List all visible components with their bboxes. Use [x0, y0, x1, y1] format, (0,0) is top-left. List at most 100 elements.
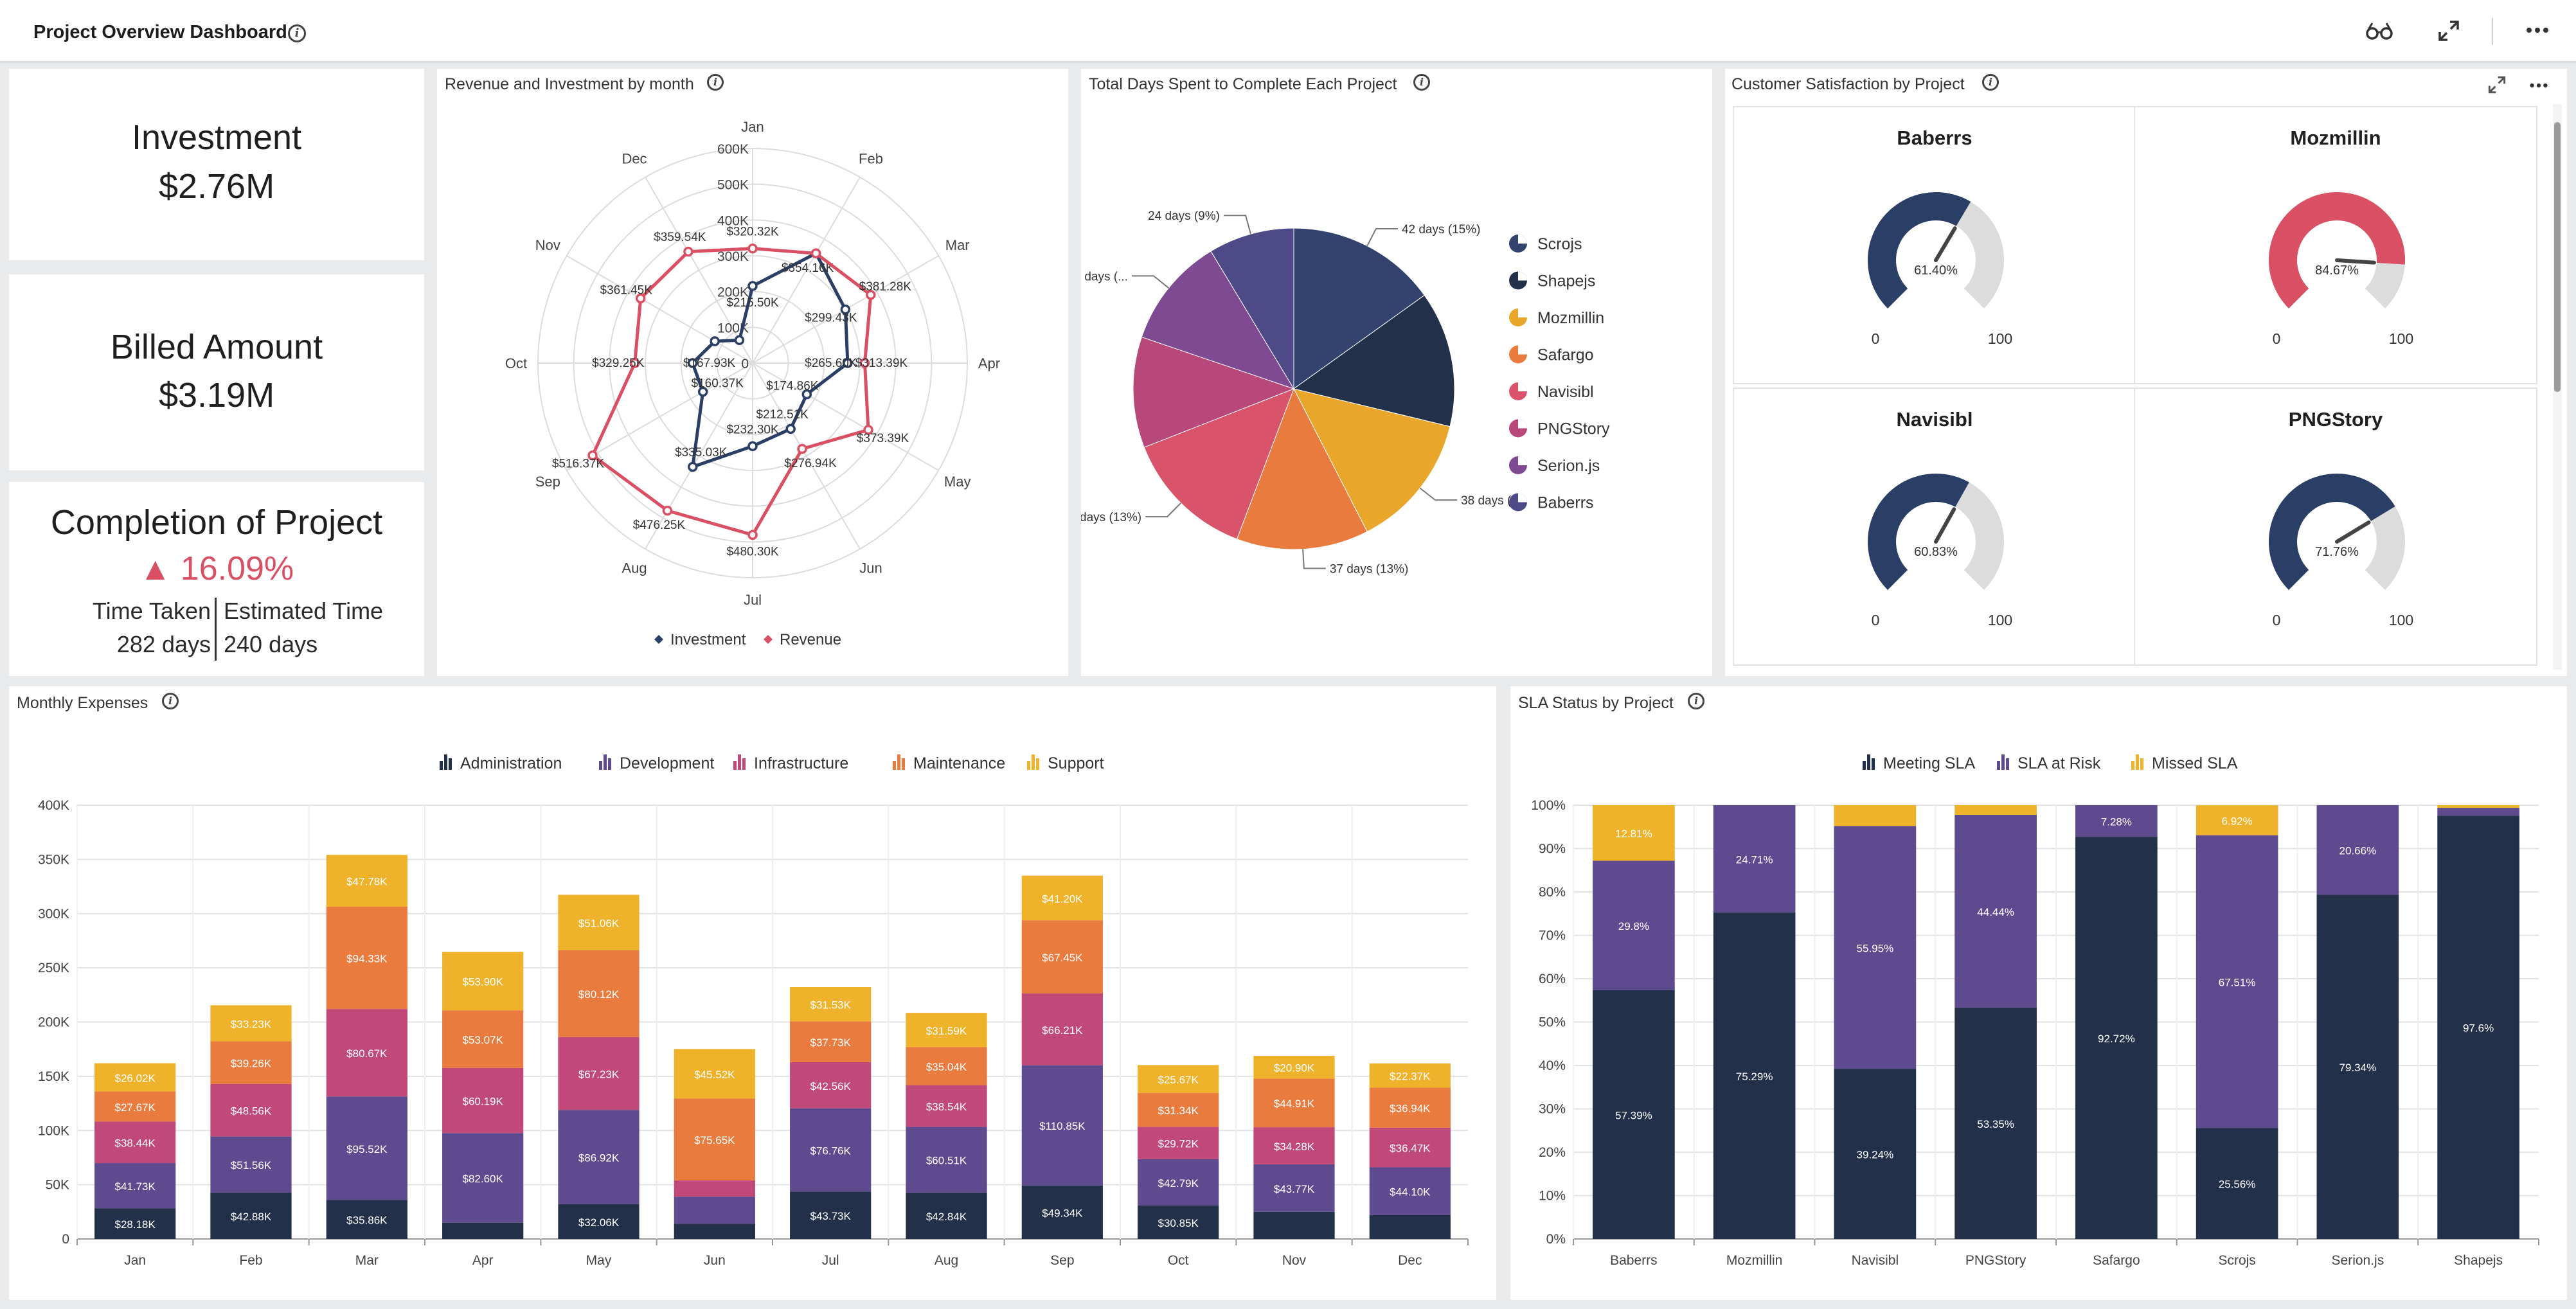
y-tick-label: 40% — [1539, 1058, 1566, 1073]
gauge-value-label: 61.40% — [1914, 263, 1958, 278]
expenses-panel: Monthly Expenses i 0 50K 100K 150K 200K 250K 3… — [9, 686, 1496, 1300]
pie-label-connector — [1366, 227, 1398, 247]
radar-spoke — [645, 362, 753, 549]
completion-delta: ▲ 16.09% — [9, 549, 424, 588]
gauge-value-arc — [1868, 192, 1971, 308]
bar-data-label: $31.59K — [926, 1025, 967, 1037]
gauge-min-label: 0 — [1872, 612, 1880, 628]
radar-category-label: Nov — [535, 237, 560, 253]
bar-legend-label: Maintenance — [913, 754, 1005, 772]
radar-category-label: Feb — [859, 150, 883, 166]
bar-legend-label: Infrastructure — [754, 754, 848, 772]
pie-label-connector — [1223, 215, 1251, 235]
bar-segment-sla-at-risk — [1834, 826, 1917, 1069]
bar-segment-administration — [790, 1191, 872, 1239]
bar-data-label: $36.94K — [1390, 1103, 1431, 1115]
radar-panel: Revenue and Investment by month i Jan Feb… — [437, 69, 1068, 676]
legend-bar-icon — [2131, 761, 2134, 770]
x-tick-label: Feb — [239, 1253, 262, 1268]
legend-bar-icon — [1027, 761, 1030, 770]
bar-segment-development — [1138, 1159, 1219, 1206]
radar-spoke — [752, 362, 939, 471]
bar-segment-sla-at-risk — [1954, 814, 2037, 1008]
bar-data-label: $38.44K — [114, 1137, 156, 1150]
bar-data-label: $29.72K — [1158, 1138, 1199, 1150]
bar-segment-maintenance — [1253, 1078, 1335, 1128]
y-tick-label: 300K — [38, 907, 69, 922]
radar-point — [747, 530, 758, 540]
bar-segment-support — [558, 895, 640, 950]
y-tick-label: 0 — [62, 1232, 69, 1247]
billed-amount-label: Billed Amount — [110, 328, 323, 366]
info-icon[interactable]: i — [288, 24, 306, 42]
bar-segment-missed-sla — [2437, 805, 2519, 808]
bar-segment-meeting-sla — [1954, 1007, 2037, 1239]
more-options-icon[interactable] — [2526, 27, 2549, 33]
radar-data-label: $516.37K — [552, 458, 605, 471]
maximize-icon[interactable] — [2487, 75, 2507, 94]
gauge-title: Mozmillin — [2290, 127, 2381, 149]
x-tick-label: Oct — [1168, 1253, 1189, 1268]
radar-category-label: Jul — [744, 592, 762, 608]
expand-icon[interactable] — [2437, 19, 2460, 42]
pie-legend-icon-cutout — [1518, 419, 1527, 429]
bar-data-label: 24.71% — [1736, 853, 1773, 866]
billed-amount-kpi-card: Billed Amount $3.19M — [9, 274, 424, 470]
bar-segment-infrastructure — [1021, 993, 1103, 1065]
radar-spoke — [645, 177, 753, 364]
radar-data-label: $476.25K — [633, 519, 686, 532]
more-options-icon[interactable] — [2528, 83, 2549, 88]
billed-amount-value: $3.19M — [158, 376, 275, 414]
pie-data-label: 37 days (13%) — [1081, 511, 1141, 524]
bar-data-label: $53.07K — [462, 1034, 503, 1046]
sla-panel-title: SLA Status by Project — [1518, 694, 1674, 712]
legend-bar-icon — [738, 754, 741, 770]
y-tick-label: 50K — [46, 1178, 69, 1193]
pie-data-label: 38 days (... — [1461, 494, 1521, 508]
info-icon[interactable]: i — [1982, 74, 1999, 91]
bar-segment-support — [442, 952, 524, 1011]
scrollbar-track[interactable] — [2553, 104, 2562, 670]
radar-point — [635, 293, 646, 304]
legend-bar-icon — [1863, 761, 1866, 770]
bar-segment-support — [1253, 1056, 1335, 1079]
bar-segment-administration — [442, 1222, 524, 1239]
bar-segment-missed-sla — [1593, 805, 1675, 861]
pie-data-label: 31 days (... — [1081, 270, 1128, 283]
sla-panel: SLA Status by Project i 0% 10% 20% 30% 40% 50… — [1510, 686, 2567, 1300]
bar-data-label: 75.29% — [1736, 1071, 1773, 1083]
y-tick-label: 50% — [1539, 1015, 1566, 1030]
legend-marker-icon — [764, 635, 773, 644]
x-tick-label: Sep — [1050, 1253, 1074, 1268]
bar-data-label: 57.39% — [1615, 1109, 1652, 1121]
y-tick-label: 10% — [1539, 1189, 1566, 1204]
bar-data-label: $66.21K — [1042, 1024, 1083, 1037]
radar-spoke — [566, 362, 753, 471]
bar-segment-administration — [1253, 1211, 1335, 1239]
pie-data-label: 42 days (15%) — [1402, 223, 1481, 236]
bar-data-label: $28.18K — [114, 1218, 156, 1231]
bar-data-label: 67.51% — [2219, 977, 2256, 989]
pie-legend-label: PNGStory — [1537, 420, 1610, 438]
bar-segment-support — [1138, 1065, 1219, 1093]
info-icon[interactable]: i — [162, 693, 179, 709]
investment-kpi-card: Investment $2.76M — [9, 69, 424, 260]
bar-segment-infrastructure — [790, 1062, 872, 1109]
radar-point — [810, 248, 821, 259]
bar-segment-administration — [906, 1192, 987, 1239]
radar-data-label: $313.39K — [855, 357, 908, 370]
info-icon[interactable]: i — [707, 74, 724, 91]
bar-segment-administration — [1138, 1205, 1219, 1239]
scrollbar-thumb[interactable] — [2554, 122, 2561, 392]
info-icon[interactable]: i — [1688, 693, 1704, 709]
x-tick-label: Nov — [1282, 1253, 1307, 1268]
bar-legend-item: Missed SLA — [2131, 754, 2238, 772]
x-tick-label: Jan — [124, 1253, 146, 1268]
info-icon[interactable]: i — [1413, 74, 1430, 91]
bar-segment-infrastructure — [674, 1180, 755, 1197]
pie-slice-shapejs — [1292, 294, 1455, 427]
bar-segment-support — [210, 1005, 292, 1042]
bar-data-label: $48.56K — [231, 1105, 272, 1118]
glasses-icon[interactable] — [2365, 21, 2393, 41]
bar-segment-infrastructure — [1253, 1127, 1335, 1164]
